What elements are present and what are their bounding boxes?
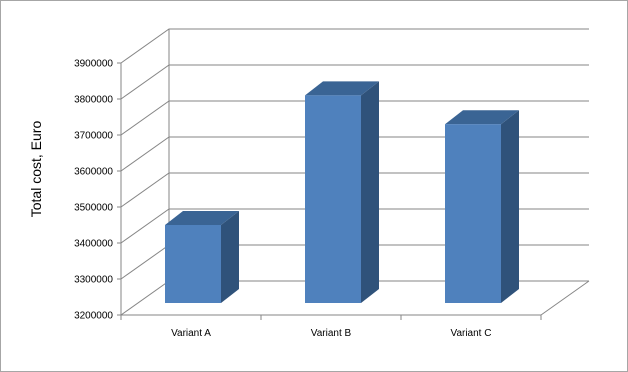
bar-side bbox=[221, 211, 239, 303]
bar bbox=[445, 124, 501, 303]
x-tick-label: Variant B bbox=[311, 328, 352, 339]
y-axis-title: Total cost, Euro bbox=[28, 121, 44, 218]
y-tick-label: 3900000 bbox=[74, 59, 113, 70]
y-tick-label: 3800000 bbox=[74, 95, 113, 106]
gridline bbox=[120, 28, 589, 64]
y-tick-label: 3700000 bbox=[74, 131, 113, 142]
bar-top bbox=[165, 211, 239, 225]
x-tick-label: Variant C bbox=[451, 328, 492, 339]
bar bbox=[305, 95, 361, 304]
y-tick-label: 3300000 bbox=[74, 275, 113, 286]
bar bbox=[165, 225, 221, 303]
bar-top bbox=[445, 110, 519, 125]
y-tick-label: 3500000 bbox=[74, 203, 113, 214]
bar-side bbox=[501, 110, 519, 303]
floor-right-edge bbox=[540, 280, 590, 316]
y-tick-label: 3600000 bbox=[74, 167, 113, 178]
x-tick-label: Variant A bbox=[171, 328, 211, 339]
gridline bbox=[120, 100, 589, 136]
gridline bbox=[120, 64, 589, 100]
bar-side bbox=[361, 81, 379, 304]
y-tick-label: 3400000 bbox=[74, 239, 113, 250]
labels: Total cost, Euro 3200000 3300000 3400000 35… bbox=[28, 59, 491, 340]
bars bbox=[165, 81, 519, 304]
bar-top bbox=[305, 81, 379, 96]
y-tick-label: 3200000 bbox=[74, 311, 113, 322]
